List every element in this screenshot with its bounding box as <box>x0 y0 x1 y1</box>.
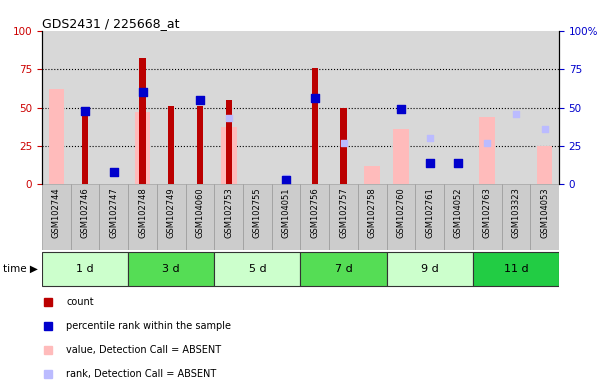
Point <box>511 111 520 117</box>
Bar <box>479 117 495 184</box>
Bar <box>312 68 318 184</box>
Text: 3 d: 3 d <box>162 264 180 274</box>
Text: value, Detection Call = ABSENT: value, Detection Call = ABSENT <box>66 345 221 355</box>
Text: GSM104051: GSM104051 <box>282 188 291 238</box>
Bar <box>415 184 444 250</box>
Bar <box>128 184 157 250</box>
Point <box>339 140 349 146</box>
Bar <box>386 184 415 250</box>
Point <box>281 175 291 181</box>
Text: 11 d: 11 d <box>504 264 528 274</box>
Point <box>281 177 291 183</box>
Point <box>425 160 435 166</box>
Bar <box>139 58 145 184</box>
Text: GSM102747: GSM102747 <box>109 188 118 238</box>
Point <box>454 160 463 166</box>
Text: time ▶: time ▶ <box>3 264 38 274</box>
Bar <box>168 106 174 184</box>
Point <box>109 169 118 175</box>
Point <box>81 108 90 114</box>
Text: GSM102761: GSM102761 <box>426 188 434 238</box>
Bar <box>300 184 329 250</box>
Bar <box>501 184 530 250</box>
Bar <box>530 184 559 250</box>
Point <box>138 89 147 95</box>
Bar <box>135 112 150 184</box>
Text: GSM102758: GSM102758 <box>368 188 377 238</box>
Text: GSM102760: GSM102760 <box>397 188 406 238</box>
Text: 9 d: 9 d <box>421 264 439 274</box>
Text: GSM104060: GSM104060 <box>195 188 204 238</box>
Bar <box>364 166 380 184</box>
Text: rank, Detection Call = ABSENT: rank, Detection Call = ABSENT <box>66 369 216 379</box>
Text: GSM102755: GSM102755 <box>253 188 262 238</box>
Point <box>310 95 320 101</box>
Bar <box>49 89 64 184</box>
Text: GSM104053: GSM104053 <box>540 188 549 238</box>
Bar <box>300 252 386 286</box>
Text: GSM104052: GSM104052 <box>454 188 463 238</box>
Text: 5 d: 5 d <box>249 264 266 274</box>
Bar <box>100 184 128 250</box>
Text: GSM102753: GSM102753 <box>224 188 233 238</box>
Text: GSM102749: GSM102749 <box>167 188 175 238</box>
Bar <box>473 184 501 250</box>
Bar <box>386 252 473 286</box>
Text: percentile rank within the sample: percentile rank within the sample <box>66 321 231 331</box>
Bar <box>42 252 128 286</box>
Text: GSM102763: GSM102763 <box>483 188 492 238</box>
Bar <box>186 184 215 250</box>
Text: GSM102744: GSM102744 <box>52 188 61 238</box>
Text: GSM102748: GSM102748 <box>138 188 147 238</box>
Text: count: count <box>66 297 94 307</box>
Bar <box>358 184 386 250</box>
Bar <box>225 100 232 184</box>
Point <box>224 115 234 121</box>
Point <box>454 161 463 167</box>
Bar <box>157 184 186 250</box>
Point <box>396 106 406 112</box>
Bar <box>221 127 237 184</box>
Text: GDS2431 / 225668_at: GDS2431 / 225668_at <box>42 17 180 30</box>
Bar <box>215 252 300 286</box>
Text: 7 d: 7 d <box>335 264 352 274</box>
Bar <box>71 184 100 250</box>
Text: 1 d: 1 d <box>76 264 94 274</box>
Text: GSM102757: GSM102757 <box>339 188 348 238</box>
Text: GSM102756: GSM102756 <box>310 188 319 238</box>
Bar <box>444 184 473 250</box>
Bar <box>243 184 272 250</box>
Bar <box>537 146 552 184</box>
Bar <box>82 108 88 184</box>
Text: GSM102746: GSM102746 <box>81 188 90 238</box>
Bar <box>272 184 300 250</box>
Bar <box>197 106 203 184</box>
Point <box>483 140 492 146</box>
Bar <box>393 129 409 184</box>
Bar <box>329 184 358 250</box>
Bar <box>42 184 71 250</box>
Point <box>195 97 205 103</box>
Point <box>425 135 435 141</box>
Point <box>540 126 549 132</box>
Bar <box>473 252 559 286</box>
Bar <box>340 108 347 184</box>
Text: GSM103323: GSM103323 <box>511 188 520 238</box>
Bar <box>215 184 243 250</box>
Bar <box>128 252 215 286</box>
